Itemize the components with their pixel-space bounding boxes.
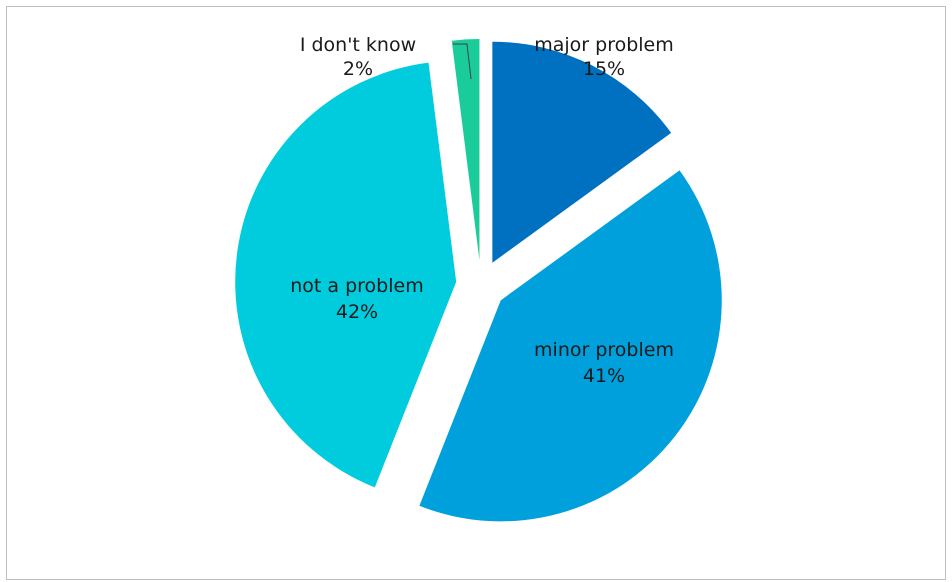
leader-lines-layer [453, 43, 472, 80]
slices-layer [235, 39, 722, 522]
data-label-percent: 15% [583, 58, 625, 80]
pie-slice-minor-problem [419, 170, 722, 522]
data-label-category: major problem [534, 34, 674, 56]
pie-slice-i-don-t-know [451, 39, 480, 261]
data-label-percent: 41% [583, 365, 625, 387]
data-label-category: minor problem [534, 339, 674, 361]
data-label-percent: 2% [343, 58, 373, 80]
pie-slice-major-problem [492, 41, 672, 263]
data-label-category: I don't know [300, 34, 416, 56]
data-label-category: not a problem [290, 275, 423, 297]
leader-line-i-don-t-know [453, 43, 472, 80]
data-label-major-problem: major problem 15% [534, 34, 674, 80]
data-label-i-don-t-know: I don't know 2% [300, 34, 416, 80]
labels-layer: major problem 15% minor problem 41% not a pr… [290, 34, 674, 387]
data-label-percent: 42% [336, 301, 378, 323]
pie-chart: major problem 15% minor problem 41% not a pr… [235, 34, 722, 522]
data-label-minor-problem: minor problem 41% [534, 339, 674, 387]
pie-slice-not-a-problem [235, 62, 457, 488]
chart-area: major problem 15% minor problem 41% not a pr… [6, 6, 946, 580]
data-label-not-a-problem: not a problem 42% [290, 275, 423, 323]
